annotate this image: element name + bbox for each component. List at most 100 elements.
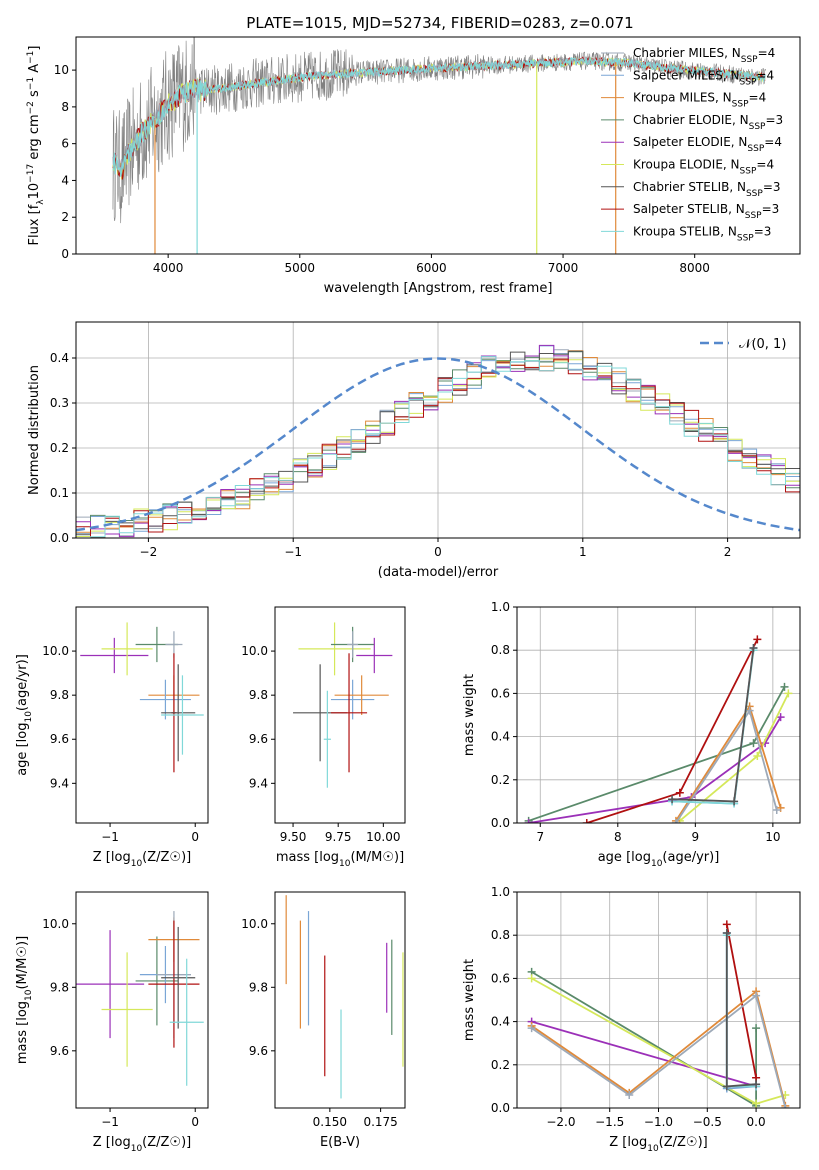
series-marker: [722, 929, 731, 938]
y-tick-label: 0.2: [491, 1058, 510, 1072]
y-axis-label: age [log10(age/yr)]: [15, 654, 34, 776]
legend-label: Salpeter MILES, NSSP=4: [633, 68, 774, 87]
series-line-chabrier-stelib: [725, 933, 757, 1088]
y-tick-label: 9.8: [50, 980, 69, 994]
mass-weight-vs-Z-panel: −2.0 −1.5 −1.0 −0.5 0.0 0.0 0.2 0.4 0.6 0.8 1.0 Z […: [462, 885, 801, 1154]
legend-text: Chabrier MILES, N: [633, 46, 741, 60]
label-span: log: [15, 1001, 30, 1021]
x-tick-label: 10.00: [366, 830, 400, 844]
errorbar-plot: [285, 895, 404, 1099]
y-tick-label: 0: [61, 247, 69, 261]
label-span: Z [: [93, 850, 111, 865]
y-tick-label: 10.0: [241, 917, 268, 931]
y-tick-label: 0.3: [50, 396, 69, 410]
legend-text: Kroupa STELIB, N: [633, 224, 737, 238]
y-tick-label: 0.4: [50, 351, 69, 365]
label-span: 10: [27, 183, 42, 200]
legend-eq: =4: [764, 135, 782, 149]
legend-text: Salpeter MILES, N: [633, 68, 740, 82]
y-tick-label: 0.2: [50, 441, 69, 455]
y-tick-label: 9.8: [50, 688, 69, 702]
legend-eq: =3: [765, 113, 783, 127]
y-tick-label: 8: [61, 100, 69, 114]
y-tick-label: 9.8: [249, 980, 268, 994]
label-span: log: [627, 1135, 647, 1150]
figure-title: PLATE=1015, MJD=52734, FIBERID=0283, z=0…: [246, 14, 633, 32]
legend-label: Kroupa ELODIE, NSSP=4: [633, 158, 774, 177]
axes-frame: [75, 891, 209, 1109]
label-span: (Z/Z☉)]: [659, 1135, 708, 1150]
legend-label: 𝒩(0, 1): [739, 337, 786, 352]
label-span: 10: [647, 1144, 659, 1154]
legend-label: Chabrier MILES, NSSP=4: [633, 46, 775, 65]
x-axis-label: Z [log10(Z/Z☉)]: [93, 850, 191, 869]
legend-label: Chabrier ELODIE, NSSP=3: [633, 113, 783, 132]
y-tick-label: 0.6: [491, 686, 510, 700]
label-span: 10: [24, 711, 34, 723]
series-marker: [784, 689, 793, 698]
label-span: 10: [24, 989, 34, 1001]
x-axis-label: Z [log10(Z/Z☉)]: [93, 1135, 191, 1154]
series-marker: [749, 739, 758, 748]
x-tick-label: 8: [614, 830, 622, 844]
x-axis-label: (data-model)/error: [378, 565, 499, 580]
label-span: A: [27, 64, 42, 77]
legend-text: Chabrier STELIB, N: [633, 180, 746, 194]
x-tick-label: 4000: [153, 261, 184, 275]
series-marker: [776, 713, 785, 722]
series-line-chabrier-miles: [531, 994, 787, 1108]
legend-label: Kroupa MILES, NSSP=4: [633, 91, 766, 110]
legend-label: Kroupa STELIB, NSSP=3: [633, 224, 771, 243]
label-span: log: [111, 1135, 131, 1150]
series-marker: [752, 991, 761, 1000]
x-tick-label: 9.50: [280, 830, 307, 844]
x-tick-label: −1.5: [595, 1115, 624, 1129]
series-marker: [524, 819, 533, 823]
residuals-panel: −2 −1 0 1 2 0.0 0.1 0.2 0.3 0.4 (data-model)/error…: [27, 321, 801, 580]
y-axis-label: mass weight: [462, 959, 477, 1041]
legend-text: Salpeter STELIB, N: [633, 202, 745, 216]
label-span: 10: [131, 859, 143, 869]
x-tick-label: 0: [191, 1115, 199, 1129]
legend-sub: SSP: [746, 189, 763, 199]
x-tick-label: 0.150: [313, 1115, 347, 1129]
y-tick-label: 9.6: [249, 1044, 268, 1058]
label-span: ]: [27, 46, 42, 51]
label-span: Flux [f: [27, 204, 42, 245]
x-tick-label: 0: [434, 545, 442, 559]
x-tick-label: 5000: [285, 261, 316, 275]
line-plot: [524, 635, 793, 823]
label-span: Z [: [609, 1135, 627, 1150]
legend-eq: =4: [749, 91, 767, 105]
series-line-salpeter-elodie: [528, 716, 782, 823]
label-span: Z [: [93, 1135, 111, 1150]
mass-vs-ebv-panel: 0.150 0.175 9.6 9.8 10.0 E(B-V): [241, 891, 406, 1150]
label-span: (Z/Z☉)]: [142, 1135, 191, 1150]
histogram-plot: [76, 344, 800, 538]
label-span: −17: [26, 164, 36, 183]
series-marker: [772, 806, 781, 815]
series-marker: [745, 706, 754, 715]
y-tick-label: 10.0: [42, 644, 69, 658]
x-tick-label: −2: [140, 545, 158, 559]
spectrum-plot: [112, 37, 766, 254]
legend-sub: SSP: [737, 233, 754, 243]
series-marker: [780, 682, 789, 691]
x-tick-label: −0.5: [693, 1115, 722, 1129]
axes-frame: [75, 36, 801, 255]
legend-sub: SSP: [745, 211, 762, 221]
x-tick-label: 1: [579, 545, 587, 559]
y-tick-label: 2: [61, 210, 69, 224]
x-tick-label: 7: [536, 830, 544, 844]
label-span: −2: [26, 101, 36, 114]
x-axis-label: Z [log10(Z/Z☉)]: [609, 1135, 707, 1154]
label-span: (Z/Z☉)]: [142, 850, 191, 865]
label-span: log: [15, 723, 30, 743]
legend-eq: =3: [763, 180, 781, 194]
axes-frame: [75, 606, 209, 824]
label-span: (age/yr)]: [15, 654, 30, 711]
label-span: 10: [131, 1144, 143, 1154]
series-marker: [527, 1024, 536, 1033]
x-tick-label: −1.0: [644, 1115, 673, 1129]
